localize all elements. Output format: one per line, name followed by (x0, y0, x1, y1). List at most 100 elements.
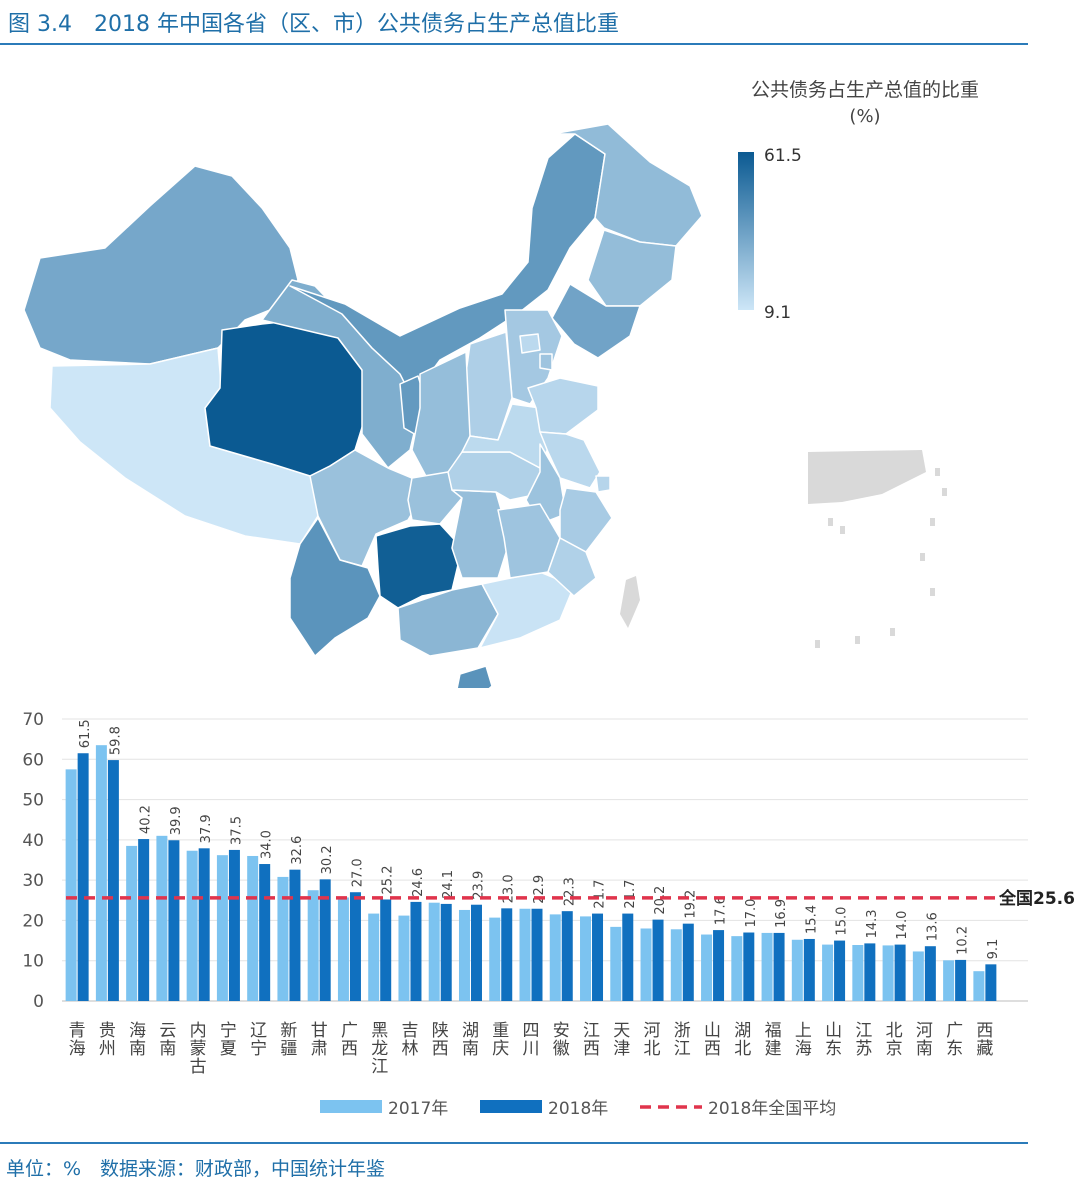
y-tick-label: 60 (22, 750, 44, 770)
x-category-label: 西 (583, 1039, 600, 1059)
legend-color-ramp (738, 152, 754, 310)
bar-2018 (652, 919, 664, 1001)
y-tick-label: 0 (33, 992, 44, 1012)
x-category-label: 南 (159, 1039, 176, 1059)
x-category-label: 内 (190, 1021, 207, 1041)
bar-2018 (743, 932, 755, 1001)
taiwan-region (620, 576, 640, 628)
x-category-label: 海 (795, 1039, 812, 1059)
data-label: 30.2 (320, 845, 335, 874)
x-category-label: 重 (492, 1021, 509, 1041)
south-china-sea-islands (815, 468, 947, 648)
x-category-label: 疆 (280, 1039, 297, 1059)
x-category-label: 北 (734, 1039, 751, 1059)
bar-2018 (501, 908, 513, 1001)
data-label: 59.8 (108, 726, 123, 755)
x-category-label: 津 (613, 1039, 630, 1059)
x-category-label: 安 (553, 1021, 570, 1041)
province-shanghai (595, 475, 611, 493)
data-label: 15.0 (835, 907, 850, 936)
province-yunnan (289, 517, 381, 657)
bar-2018 (410, 901, 422, 1001)
data-label: 21.7 (593, 880, 608, 909)
x-category-label: 黑 (371, 1021, 388, 1041)
bar-2017 (398, 915, 410, 1001)
x-category-label: 南 (916, 1039, 933, 1059)
bar-2018 (198, 848, 210, 1001)
x-category-label: 西 (704, 1039, 721, 1059)
x-category-label: 广 (946, 1021, 963, 1041)
legend-label: 2018年全国平均 (708, 1099, 836, 1119)
data-label: 16.9 (774, 899, 789, 928)
bar-2017 (670, 929, 682, 1001)
legend-label: 2017年 (388, 1099, 448, 1119)
province-hainan (456, 665, 493, 688)
bar-2018 (894, 944, 906, 1001)
x-category-label: 浙 (674, 1021, 691, 1041)
bar-2018 (864, 943, 876, 1001)
bar-2018 (77, 753, 89, 1001)
x-category-label: 川 (523, 1039, 540, 1059)
x-category-label: 云 (159, 1021, 176, 1041)
x-category-label: 林 (401, 1039, 418, 1059)
data-label: 19.2 (683, 890, 698, 919)
data-label: 14.0 (895, 911, 910, 940)
x-category-label: 南 (462, 1039, 479, 1059)
x-category-label: 上 (795, 1021, 812, 1041)
figure-title: 图 3.4 2018 年中国各省（区、市）公共债务占生产总值比重 (8, 12, 619, 37)
x-category-label: 蒙 (190, 1039, 207, 1059)
x-category-label: 东 (946, 1039, 963, 1059)
bar-2017 (791, 939, 803, 1001)
bar-2018 (228, 849, 240, 1001)
data-label: 23.9 (471, 871, 486, 900)
province-jilin (587, 229, 677, 307)
y-tick-label: 40 (22, 831, 44, 851)
x-category-label: 陕 (432, 1021, 449, 1041)
bar-2017 (489, 917, 501, 1001)
bar-2018 (713, 930, 725, 1001)
bar-2017 (912, 951, 924, 1001)
province-hunan (451, 489, 511, 579)
data-label: 40.2 (139, 805, 154, 834)
x-category-label: 辽 (250, 1021, 267, 1041)
x-category-label: 江 (855, 1021, 872, 1041)
data-label: 39.9 (169, 806, 184, 835)
province-fujian (547, 537, 597, 597)
bar-2018 (682, 923, 694, 1001)
legend-label: 2018年 (548, 1099, 608, 1119)
bar-2018 (773, 932, 785, 1001)
bar-2017 (731, 936, 743, 1001)
bar-2017 (761, 932, 773, 1001)
data-label: 32.6 (290, 836, 305, 865)
x-category-label: 徽 (553, 1039, 570, 1059)
map-legend: 公共债务占生产总值的比重 (%) 61.5 9.1 (738, 79, 979, 323)
data-label: 10.2 (956, 926, 971, 955)
x-category-label: 苏 (855, 1039, 872, 1059)
data-label: 23.0 (502, 874, 517, 903)
bar-2017 (822, 944, 834, 1001)
y-tick-label: 30 (22, 871, 44, 891)
bar-2017 (368, 913, 380, 1001)
x-category-label: 北 (886, 1021, 903, 1041)
x-category-label: 西 (432, 1039, 449, 1059)
x-category-label: 江 (674, 1039, 691, 1059)
x-category-label: 古 (190, 1057, 207, 1077)
data-label: 14.3 (865, 909, 880, 938)
bar-2018 (470, 904, 482, 1001)
bar-2018 (259, 864, 271, 1001)
legend-max-label: 61.5 (764, 146, 802, 166)
bar-2018 (955, 959, 967, 1001)
x-category-label: 藏 (976, 1039, 993, 1059)
bar-2017 (458, 909, 470, 1001)
province-liaoning (551, 283, 641, 359)
bar-2017 (549, 914, 561, 1001)
legend-min-label: 9.1 (764, 303, 791, 323)
x-category-label: 新 (280, 1021, 297, 1041)
title-rule (0, 43, 1028, 45)
x-category-label: 庆 (492, 1039, 509, 1059)
y-tick-label: 50 (22, 791, 44, 811)
bar-2018 (924, 946, 936, 1001)
data-label: 22.3 (562, 877, 577, 906)
bar-2017 (882, 945, 894, 1001)
